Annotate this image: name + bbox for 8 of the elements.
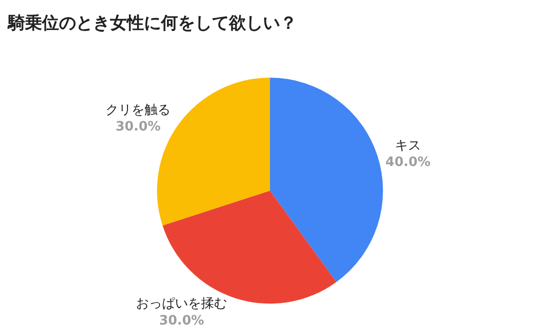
data-label: 30.0% (159, 313, 204, 328)
pie-slice (270, 78, 383, 282)
slice-label: おっぱいを揉む (136, 296, 228, 312)
slice-label: キス (394, 138, 421, 154)
chart-title: 騎乗位のとき女性に何をして欲しい？ (7, 14, 298, 34)
data-label: 30.0% (116, 120, 161, 135)
slice-label: クリを触る (106, 102, 171, 118)
data-label: 40.0% (385, 155, 431, 170)
